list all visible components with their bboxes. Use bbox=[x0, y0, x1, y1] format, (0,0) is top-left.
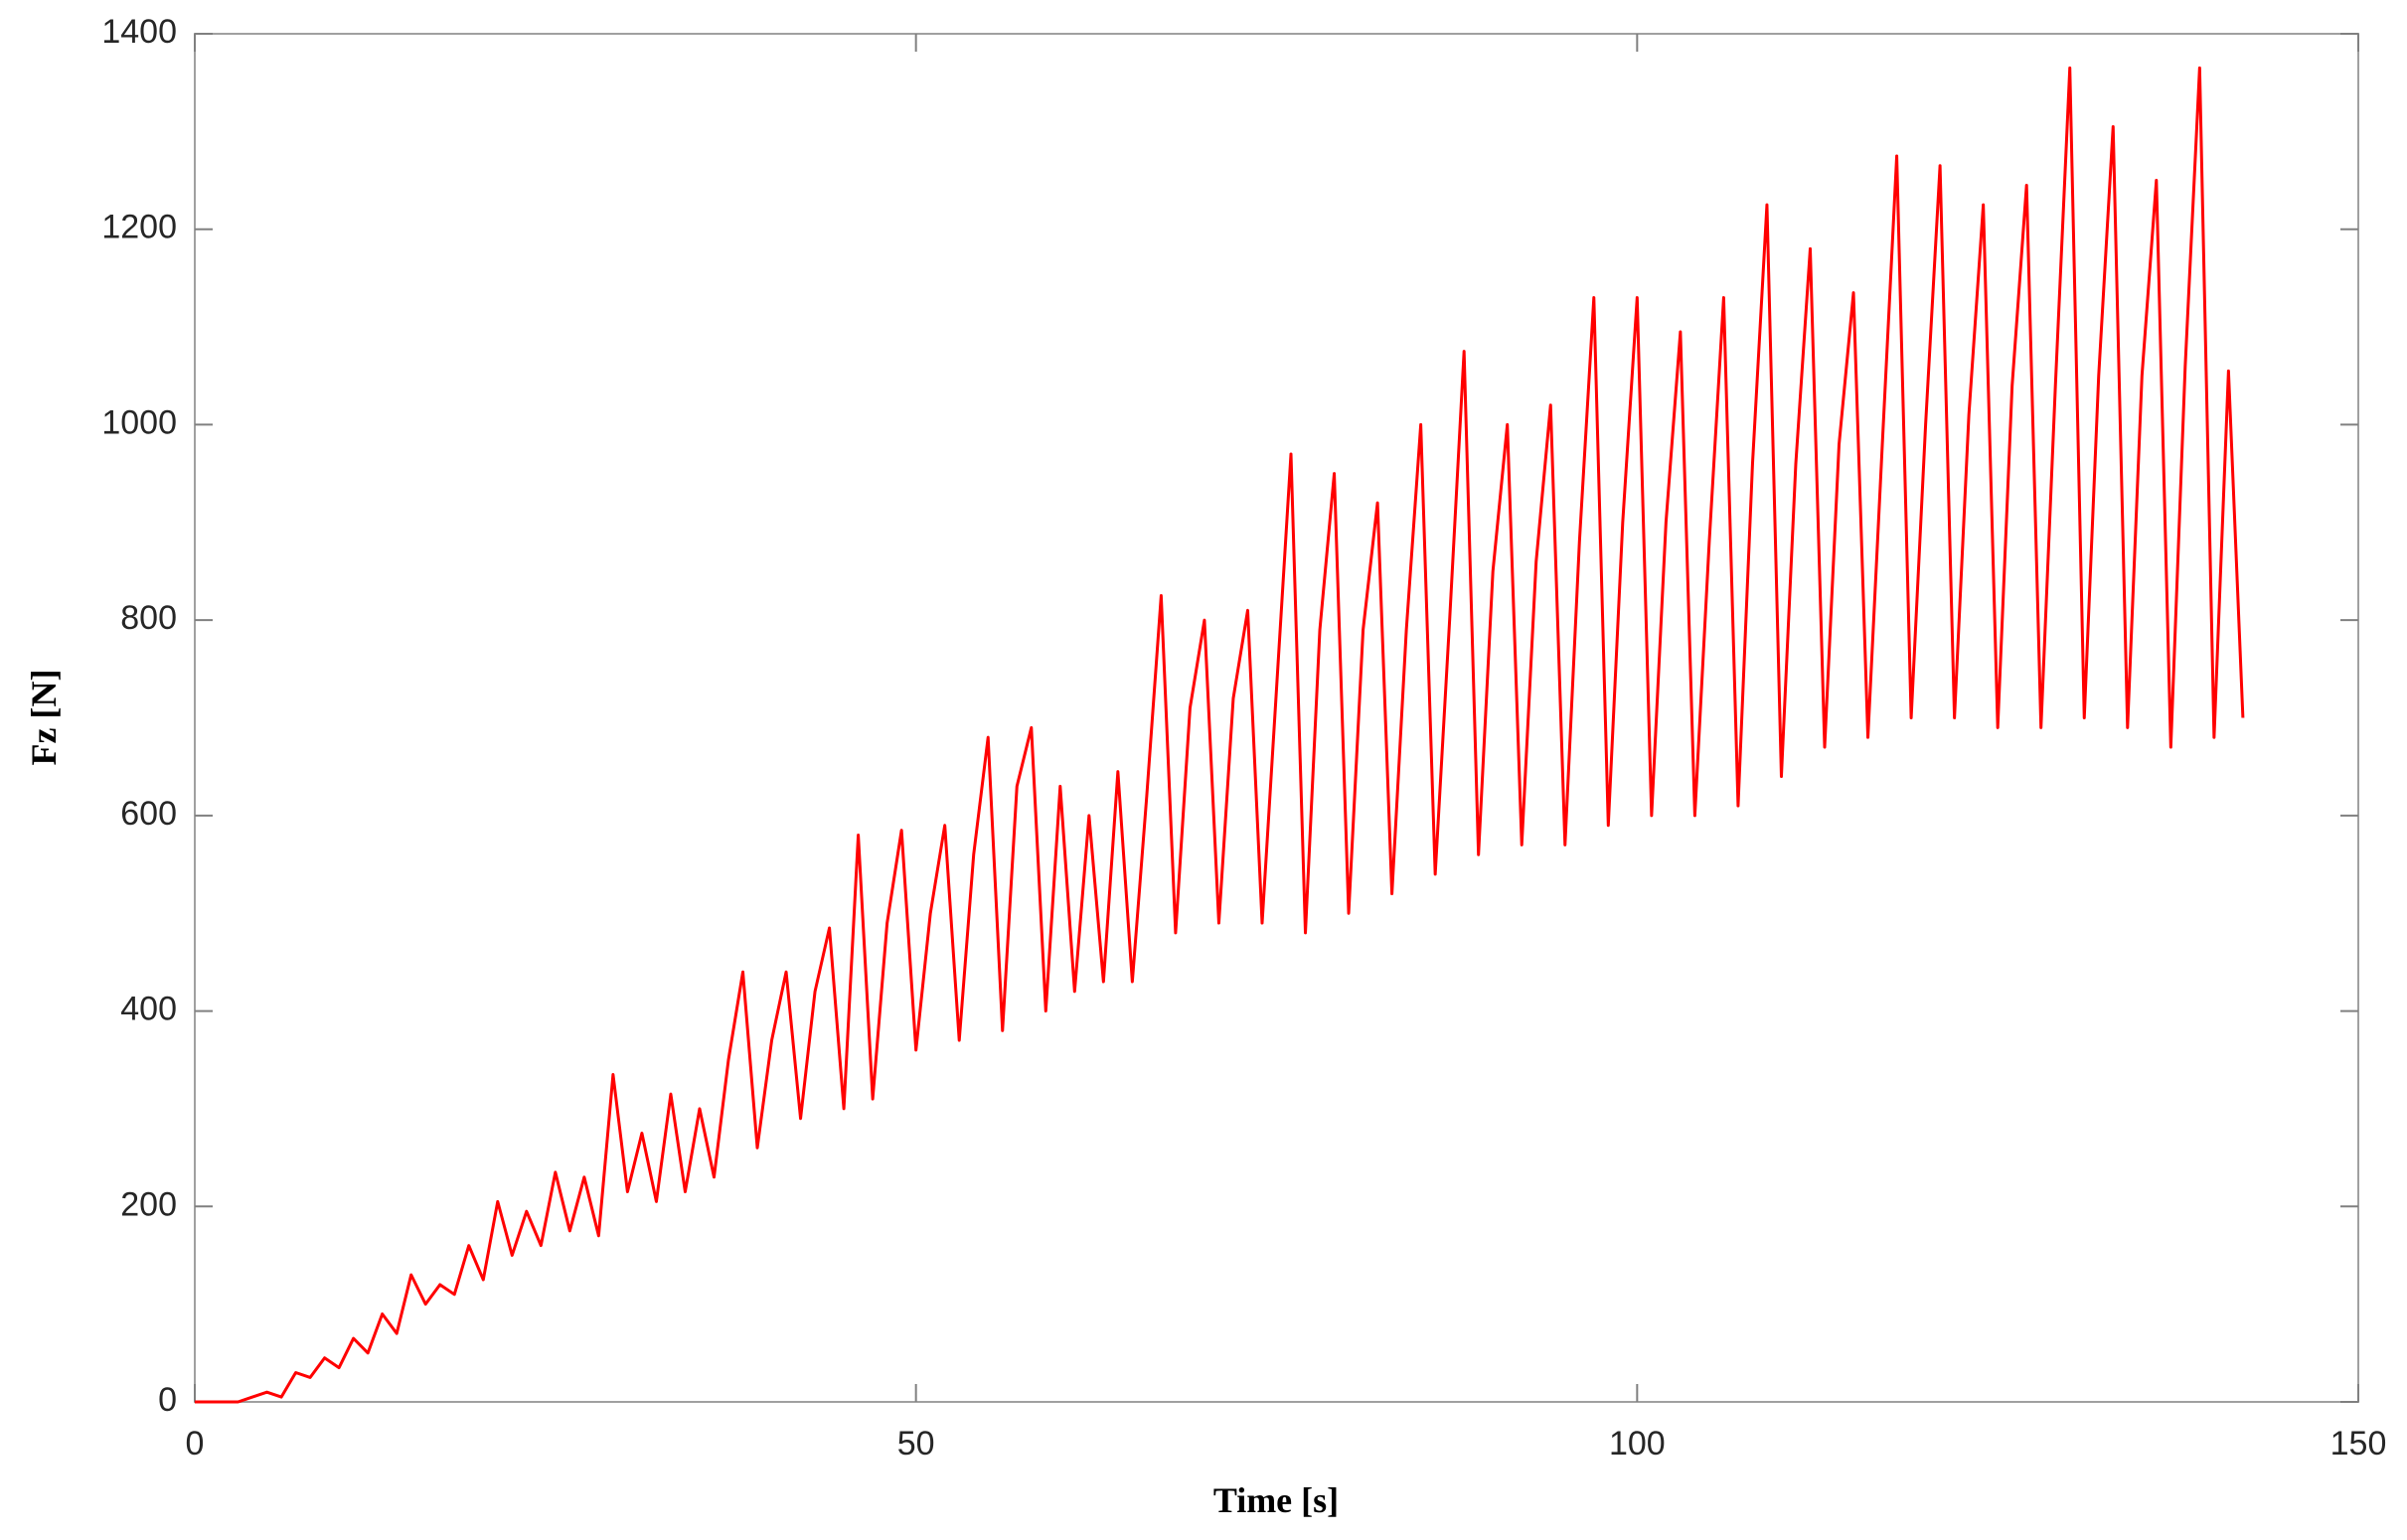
x-tick-label: 100 bbox=[1609, 1425, 1666, 1463]
y-tick-label: 600 bbox=[120, 795, 177, 833]
x-tick-label: 0 bbox=[186, 1425, 205, 1463]
x-tick-label: 50 bbox=[897, 1425, 935, 1463]
x-axis-label: Time [s] bbox=[1213, 1480, 1339, 1520]
plot-frame bbox=[194, 33, 2359, 1403]
y-tick-label: 800 bbox=[120, 599, 177, 637]
y-tick-label: 1400 bbox=[101, 13, 177, 51]
data-line bbox=[195, 66, 2245, 1404]
y-tick-label: 200 bbox=[120, 1185, 177, 1223]
y-tick-label: 400 bbox=[120, 991, 177, 1028]
y-tick-label: 0 bbox=[158, 1381, 177, 1419]
y-axis-label: Fz [N] bbox=[24, 670, 64, 766]
y-tick-label: 1000 bbox=[101, 403, 177, 441]
x-tick-label: 150 bbox=[2330, 1425, 2387, 1463]
y-tick-label: 1200 bbox=[101, 209, 177, 246]
